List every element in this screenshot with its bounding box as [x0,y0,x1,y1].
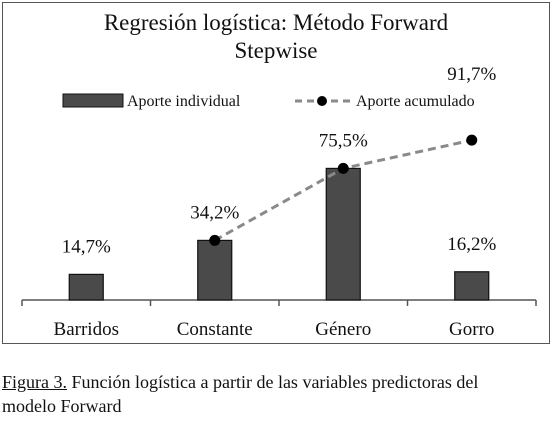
caption-text-line1: Función logística a partir de las variab… [67,372,479,392]
data-label: 75,5% [319,130,368,151]
plot-area: 14,7% 34,2% 75,5% 16,2% 91,7% Barridos Constan… [21,64,537,340]
x-tick-label: Barridos [54,319,119,340]
caption-text-line2: modelo Forward [2,396,122,416]
line-point [466,134,478,146]
legend-label-bar: Aporte individual [127,93,241,110]
bar [197,239,233,301]
chart-title-line1: Regresión logística: Método Forward [104,10,449,35]
bar [68,273,104,301]
chart-frame [2,2,550,344]
x-tick-label: Género [315,319,371,340]
data-label: 91,7% [447,64,496,85]
line-point [337,162,349,174]
chart-title-line2: Stepwise [234,38,317,63]
figure-label: Figura 3. [2,372,67,392]
figure-caption: Figura 3. Función logística a partir de … [2,370,554,418]
bar [454,271,490,301]
legend-marker [317,96,327,106]
legend: Aporte individual Aporte acumulado [62,93,475,110]
bar [325,167,361,301]
x-tick-label: Gorro [449,319,494,340]
data-label: 34,2% [190,202,239,223]
legend-label-line: Aporte acumulado [356,93,475,110]
x-tick-label: Constante [177,319,253,340]
chart: Regresión logística: Método Forward Step… [21,10,537,340]
line-point [209,234,221,246]
data-label: 16,2% [447,234,496,255]
data-label: 14,7% [62,236,111,257]
legend-swatch-bar [62,93,124,108]
